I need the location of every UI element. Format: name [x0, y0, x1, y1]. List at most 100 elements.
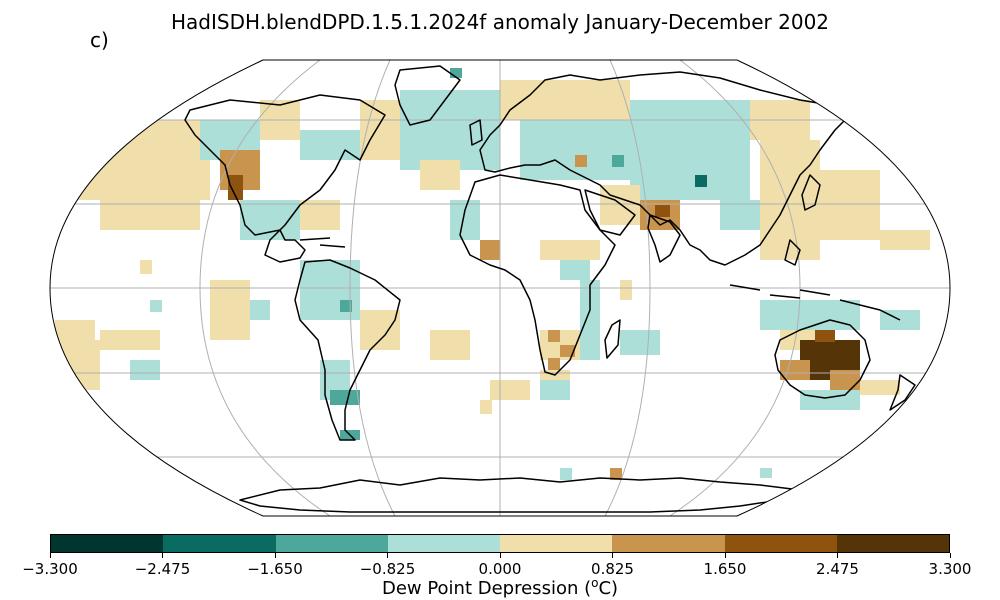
colorbar-segment-4 [500, 535, 613, 552]
colorbar-label: Dew Point Depression (oC) [0, 576, 1000, 599]
colorbar-tick-mark [387, 553, 388, 558]
anomaly-cell [575, 155, 587, 167]
anomaly-cell [500, 80, 630, 120]
anomaly-cell [720, 200, 760, 230]
colorbar-tick-label: −0.825 [359, 560, 416, 578]
anomaly-cell [815, 330, 835, 342]
uk-coast [469, 119, 483, 146]
anomaly-cell [228, 175, 243, 200]
colorbar-label-text: Dew Point Depression ( [381, 578, 592, 599]
colorbar-segment-7 [836, 535, 949, 552]
meridian-120e [669, 60, 801, 516]
colorbar-segment-2 [275, 535, 388, 552]
anomaly-cell [130, 360, 160, 380]
anomaly-cell [620, 330, 660, 355]
colorbar-tick-label: 0.000 [478, 560, 522, 578]
meridian-60e [604, 60, 651, 516]
madagascar-coast [604, 319, 621, 359]
greenland-coast [394, 65, 461, 126]
meridian-60w [349, 60, 396, 516]
anomaly-grid-cells [55, 68, 930, 480]
panel-label: c) [90, 28, 109, 52]
anomaly-cell [250, 300, 270, 320]
colorbar-label-unit: C) [598, 578, 619, 599]
world-map [49, 59, 951, 517]
anomaly-cell [140, 260, 152, 274]
colorbar-tick-mark [949, 553, 951, 558]
north-america-coast [184, 94, 386, 263]
anomaly-cell [655, 205, 670, 217]
colorbar-tick-label: 1.650 [703, 560, 747, 578]
anomaly-cell [560, 468, 572, 480]
anomaly-cell [60, 120, 210, 200]
anomaly-cell [690, 150, 710, 170]
indonesia-coast [729, 284, 901, 321]
anomaly-cell [540, 380, 570, 400]
anomaly-cell [400, 90, 500, 170]
anomaly-cell [800, 390, 860, 410]
colorbar-label-superscript: o [591, 576, 599, 590]
anomaly-cell [548, 330, 560, 342]
anomaly-cell [780, 360, 810, 380]
colorbar-tick-label: 3.300 [928, 560, 972, 578]
meridian-120w [199, 60, 331, 516]
australia-coast [774, 319, 871, 399]
colorbar-segment-5 [612, 535, 725, 552]
anomaly-cell [210, 280, 250, 340]
anomaly-cell [580, 280, 600, 360]
colorbar-tick-mark [612, 553, 613, 558]
anomaly-cell [240, 200, 300, 240]
colorbar-segment-6 [724, 535, 837, 552]
antarctica-coast [239, 477, 801, 513]
anomaly-cell [540, 240, 600, 260]
anomaly-cell [480, 240, 500, 260]
colorbar-tick-mark [162, 553, 163, 558]
colorbar-tick-mark [837, 553, 838, 558]
colorbar-segment-0 [51, 535, 164, 552]
anomaly-cell [610, 468, 622, 480]
anomaly-cell [100, 330, 160, 350]
south-america-coast [294, 259, 401, 441]
anomaly-cell [450, 200, 480, 240]
anomaly-cell [490, 380, 530, 400]
anomaly-cell [360, 310, 400, 350]
anomaly-cell [560, 260, 590, 280]
coastlines [184, 65, 916, 513]
anomaly-cell [420, 160, 460, 190]
anomaly-cell [340, 300, 352, 312]
anomaly-cell [860, 380, 900, 395]
graticule [50, 60, 950, 516]
colorbar-tick-label: 2.475 [816, 560, 859, 578]
new-zealand-coast [889, 374, 916, 411]
caribbean-coast [299, 237, 346, 248]
anomaly-cell [60, 340, 100, 370]
anomaly-cell [360, 100, 400, 160]
anomaly-cell [450, 68, 462, 78]
anomaly-cell [820, 170, 880, 240]
anomaly-cell [880, 230, 930, 250]
anomaly-cell [520, 120, 630, 180]
colorbar [50, 534, 950, 553]
anomaly-cell [100, 200, 200, 230]
eurasia-coast [479, 71, 851, 266]
india-coast [647, 214, 681, 263]
colorbar-tick-label: −1.650 [247, 560, 303, 578]
colorbar-segment-3 [387, 535, 500, 552]
anomaly-cell [695, 175, 707, 187]
japan-coast [801, 174, 821, 211]
colorbar-tick-mark [274, 553, 276, 558]
anomaly-cell [300, 130, 360, 160]
anomaly-cell [620, 280, 632, 300]
colorbar-tick-label: −3.300 [22, 560, 78, 578]
anomaly-cell [548, 358, 560, 370]
map-title: HadISDH.blendDPD.1.5.1.2024f anomaly Jan… [170, 10, 830, 34]
anomaly-cell [760, 300, 860, 330]
colorbar-tick-label: 0.825 [591, 560, 634, 578]
arabia-coast [584, 189, 636, 236]
anomaly-cell [830, 370, 860, 390]
colorbar-segment-1 [163, 535, 276, 552]
anomaly-cell [430, 330, 470, 360]
colorbar-tick-mark [499, 553, 501, 558]
africa-coast [459, 174, 616, 376]
colorbar-tick-label: −2.475 [134, 560, 191, 578]
